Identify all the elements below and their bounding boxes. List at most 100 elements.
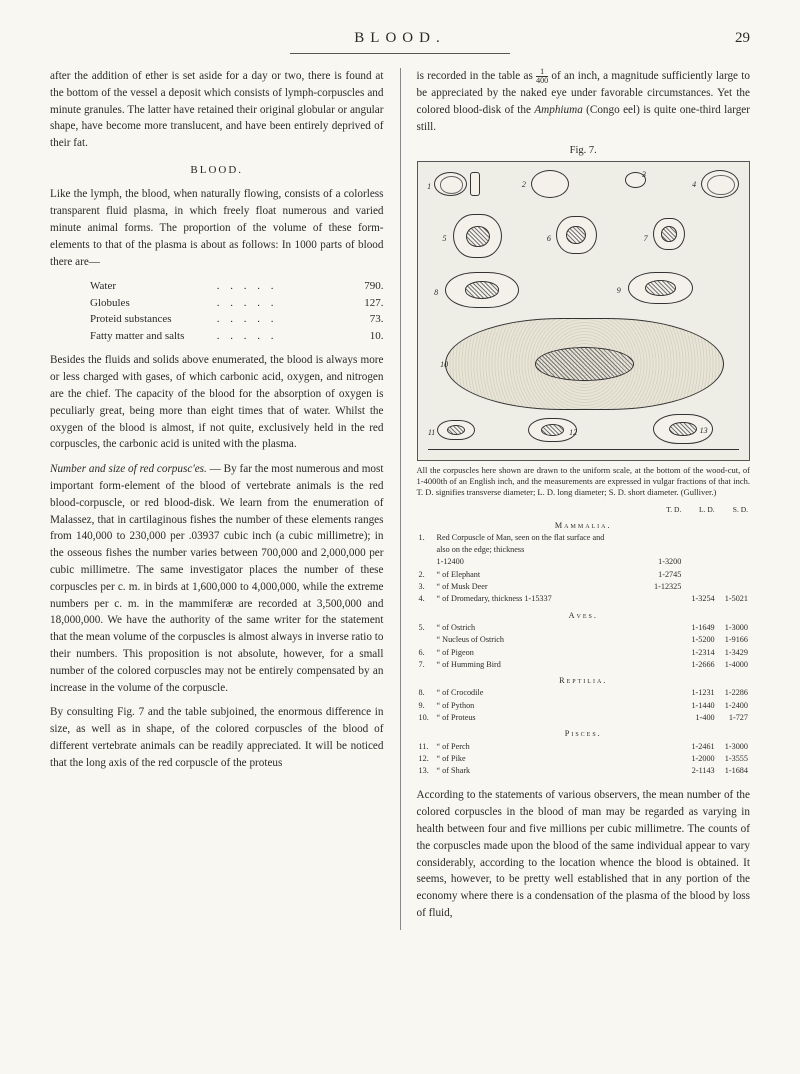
figure-caption: Fig. 7.	[417, 143, 751, 159]
figure-scale-ruler	[428, 449, 740, 456]
row-td	[645, 647, 683, 659]
corpuscle-table: T. D. L. D. S. D. Mammalia.1.Red Corpusc…	[417, 504, 751, 777]
corpuscle-label: 2	[522, 179, 526, 191]
table-group-head: Aves.	[417, 606, 751, 622]
left-p4-body: — By far the most numerous and most impo…	[50, 463, 384, 693]
row-sd: 1-727	[717, 712, 750, 724]
right-p2: According to the statements of various o…	[417, 787, 751, 921]
corpuscle-6: 6	[556, 216, 597, 254]
figure-note: All the corpuscles here shown are drawn …	[417, 465, 751, 498]
left-p5: By consulting Fig. 7 and the table subjo…	[50, 704, 384, 771]
right-column: is recorded in the table as 1400 of an i…	[417, 68, 751, 930]
right-p1a: is recorded in the table as	[417, 70, 537, 82]
row-sd	[717, 532, 750, 544]
table-row: 1.Red Corpuscle of Man, seen on the flat…	[417, 532, 751, 544]
row-sd: 1-1684	[717, 765, 750, 777]
comp-label: Fatty matter and salts	[90, 328, 217, 345]
corpuscle-10: 10	[445, 318, 724, 410]
corpuscle-nucleus	[447, 425, 465, 435]
corpuscle-8: 8	[445, 272, 519, 308]
corpuscle-3: 3	[625, 172, 646, 188]
row-ld: 1-2314	[683, 647, 716, 659]
row-sd	[717, 556, 750, 568]
row-num	[417, 556, 435, 568]
row-num: 11.	[417, 741, 435, 753]
row-sd	[717, 569, 750, 581]
corpuscle-1: 1	[434, 172, 466, 196]
table-row: 12.“ of Pike1-20001-3555	[417, 753, 751, 765]
composition-row: Fatty matter and salts. . . . .10.	[90, 328, 384, 345]
row-num: 8.	[417, 687, 435, 699]
comp-leader: . . . . .	[217, 328, 344, 345]
row-td	[645, 687, 683, 699]
frac-bot: 400	[536, 76, 548, 85]
corpuscle-label: 13	[700, 425, 708, 437]
table-row: 4.“ of Dromedary, thickness 1-153371-325…	[417, 593, 751, 605]
row-ld	[683, 569, 716, 581]
corpuscle-label: 12	[569, 427, 577, 439]
corpuscle-nucleus	[669, 422, 697, 437]
row-num	[417, 544, 435, 556]
row-label: “ of Pike	[435, 753, 645, 765]
row-label: “ of Proteus	[435, 712, 645, 724]
row-num: 6.	[417, 647, 435, 659]
corpuscle-label: 9	[617, 285, 621, 297]
right-p1: is recorded in the table as 1400 of an i…	[417, 68, 751, 135]
row-label: 1-12400	[435, 556, 645, 568]
row-sd: 1-3000	[717, 622, 750, 634]
table-row: “ Nucleus of Ostrich1-52001-9166	[417, 634, 751, 646]
table-group-head: Reptilia.	[417, 671, 751, 687]
comp-value: 127.	[344, 295, 384, 312]
row-ld: 1-3254	[683, 593, 716, 605]
row-label: “ of Dromedary, thickness 1-15337	[435, 593, 645, 605]
row-label: “ of Humming Bird	[435, 659, 645, 671]
page-number: 29	[735, 30, 750, 47]
corpuscle-label: 8	[434, 287, 438, 299]
table-row: 5.“ of Ostrich1-16491-3000	[417, 622, 751, 634]
row-sd	[717, 581, 750, 593]
left-p3: Besides the fluids and solids above enum…	[50, 352, 384, 453]
row-sd: 1-2400	[717, 700, 750, 712]
row-label: “ of Crocodile	[435, 687, 645, 699]
composition-row: Globules. . . . .127.	[90, 295, 384, 312]
row-label: “ of Python	[435, 700, 645, 712]
row-td	[645, 544, 683, 556]
row-ld: 1-1440	[683, 700, 716, 712]
comp-value: 790.	[344, 278, 384, 295]
group-name: Reptilia.	[417, 671, 751, 687]
corpuscle-label: 1	[427, 181, 431, 193]
table-group-head: Mammalia.	[417, 516, 751, 532]
row-td	[645, 700, 683, 712]
row-num: 10.	[417, 712, 435, 724]
row-td: 1-3200	[645, 556, 683, 568]
corpuscle-7: 7	[653, 218, 685, 250]
row-td	[645, 712, 683, 724]
th-sd: S. D.	[717, 504, 750, 515]
running-head: BLOOD.	[354, 30, 445, 47]
corpuscle-nucleus	[541, 424, 564, 436]
table-row: 1-124001-3200	[417, 556, 751, 568]
left-p4-runhead: Number and size of red corpusc'es.	[50, 463, 207, 475]
right-p1-species: Amphiuma	[534, 104, 582, 116]
corpuscle-label: 4	[692, 179, 696, 191]
corpuscle-nucleus	[466, 226, 489, 247]
row-td	[645, 765, 683, 777]
row-td: 1-2745	[645, 569, 683, 581]
corpuscle-label: 6	[547, 233, 551, 245]
corpuscle-label: 5	[442, 233, 446, 245]
row-label: “ Nucleus of Ostrich	[435, 634, 645, 646]
row-label: “ of Perch	[435, 741, 645, 753]
row-sd: 1-2286	[717, 687, 750, 699]
column-divider	[400, 68, 401, 930]
comp-label: Water	[90, 278, 217, 295]
th-ld: L. D.	[683, 504, 716, 515]
row-td	[645, 659, 683, 671]
composition-row: Water. . . . .790.	[90, 278, 384, 295]
row-ld: 1-1231	[683, 687, 716, 699]
row-td	[645, 741, 683, 753]
table-row: 3.“ of Musk Deer1-12325	[417, 581, 751, 593]
corpuscle-inner-ring	[440, 176, 463, 193]
corpuscle-nucleus	[465, 281, 499, 298]
row-num: 2.	[417, 569, 435, 581]
corpuscle-1b	[470, 172, 480, 196]
